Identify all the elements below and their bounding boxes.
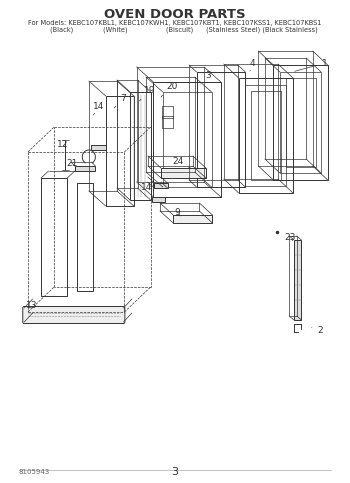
Bar: [162, 106, 173, 118]
Text: 2: 2: [312, 326, 323, 335]
Text: 7: 7: [114, 94, 126, 108]
Bar: [273, 65, 328, 180]
Text: 3: 3: [200, 71, 211, 84]
Text: 21: 21: [66, 158, 78, 168]
Text: OVEN DOOR PARTS: OVEN DOOR PARTS: [104, 8, 246, 20]
Bar: [280, 72, 321, 173]
Bar: [77, 183, 93, 291]
Text: 3: 3: [172, 467, 178, 477]
Bar: [239, 78, 293, 193]
Bar: [163, 92, 211, 187]
Bar: [286, 78, 315, 167]
Text: 8105943: 8105943: [19, 469, 50, 475]
Bar: [106, 96, 134, 206]
Text: 14: 14: [141, 183, 153, 191]
Bar: [197, 72, 245, 187]
Bar: [41, 178, 67, 296]
Bar: [75, 166, 95, 171]
Text: 12: 12: [57, 140, 68, 148]
Bar: [251, 91, 281, 180]
Bar: [153, 82, 221, 197]
Text: 14: 14: [92, 101, 104, 115]
Text: 13: 13: [26, 300, 37, 310]
FancyBboxPatch shape: [23, 307, 125, 324]
Text: 19: 19: [139, 85, 155, 101]
Text: (Black)              (White)                  (Biscuit)      (Stainless Steel) (: (Black) (White) (Biscuit) (Stainless Ste…: [33, 27, 317, 33]
Bar: [130, 92, 150, 200]
Text: 20: 20: [161, 82, 178, 97]
Bar: [161, 168, 206, 178]
Text: 23: 23: [285, 232, 296, 242]
Text: 4: 4: [250, 58, 255, 71]
Bar: [294, 240, 301, 320]
Text: For Models: KEBC107KBL1, KEBC107KWH1, KEBC107KBT1, KEBC107KSS1, KEBC107KBS1: For Models: KEBC107KBL1, KEBC107KWH1, KE…: [28, 20, 322, 26]
Text: 24: 24: [172, 156, 191, 169]
Text: 1: 1: [295, 58, 328, 71]
Text: 9: 9: [174, 208, 181, 216]
Bar: [173, 215, 212, 223]
Bar: [162, 116, 173, 128]
Bar: [91, 145, 106, 150]
Bar: [154, 183, 168, 188]
Bar: [245, 85, 287, 186]
Bar: [152, 197, 165, 202]
